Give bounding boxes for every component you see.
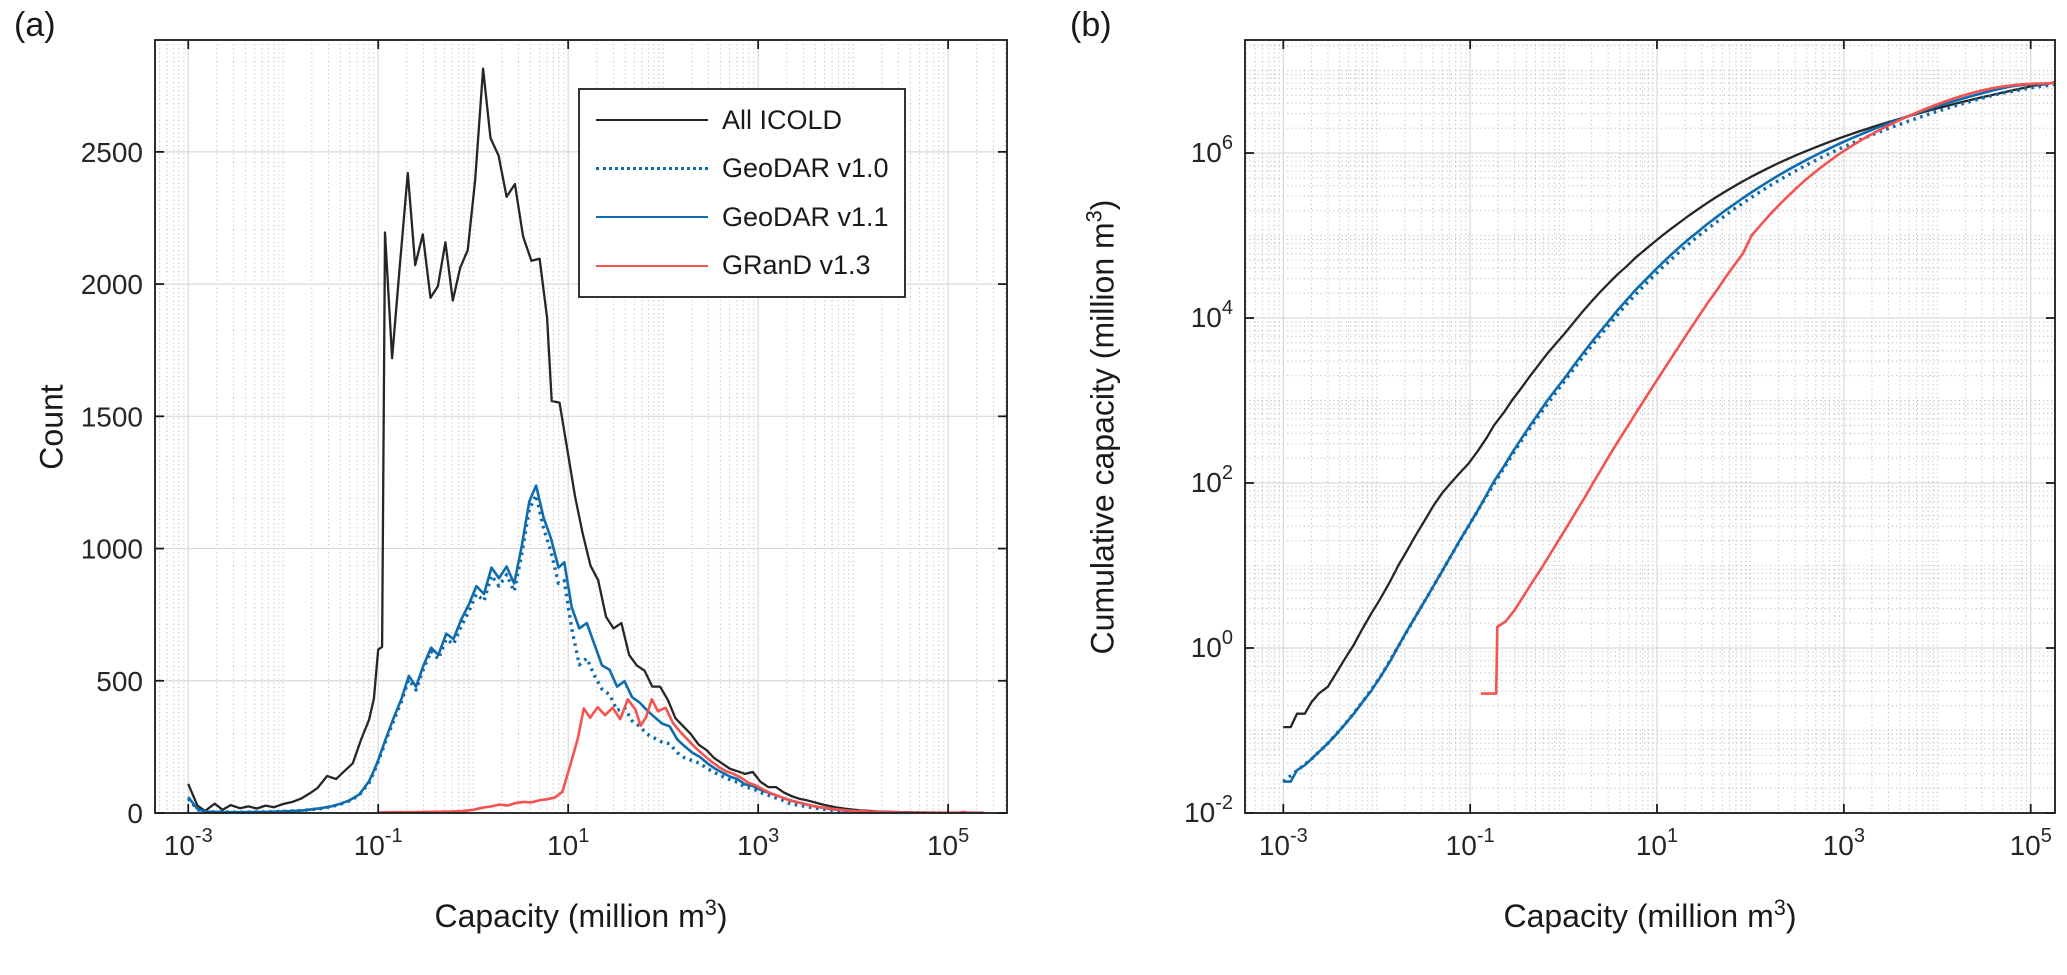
svg-text:104: 104 — [1191, 297, 1233, 333]
svg-text:10-1: 10-1 — [354, 825, 403, 861]
svg-text:105: 105 — [2010, 825, 2052, 861]
panel-a-xaxis-title: Capacity (million m3) — [434, 895, 728, 935]
svg-text:101: 101 — [547, 825, 589, 861]
plot-frame-b — [1244, 39, 2056, 814]
panel-a-yaxis-title: Count — [33, 384, 70, 470]
legend-label-all-icold: All ICOLD — [722, 104, 843, 135]
svg-text:0: 0 — [127, 798, 143, 829]
legend: All ICOLD GeoDAR v1.0 GeoDAR v1.1 GRanD … — [578, 88, 906, 298]
svg-text:2500: 2500 — [81, 137, 143, 168]
panel-b-yaxis-title: Cumulative capacity (million m3) — [1081, 199, 1122, 655]
tick-labels: 10-3 10-1 101 103 105 10-2 100 102 104 106 — [1184, 132, 2052, 861]
panel-b: 10-3 10-1 101 103 105 10-2 100 102 104 106 — [1184, 39, 2056, 861]
svg-text:1000: 1000 — [81, 534, 143, 565]
legend-line-sample-geodar-v1-1 — [596, 216, 708, 219]
legend-label-geodar-v1-0: GeoDAR v1.0 — [722, 153, 889, 184]
xaxis-title-sup: 3 — [1773, 895, 1786, 921]
svg-text:500: 500 — [96, 666, 143, 697]
axis-ticks — [1245, 40, 2055, 814]
legend-line-sample-all-icold — [596, 119, 708, 122]
svg-text:102: 102 — [1191, 462, 1233, 498]
grid-minor — [159, 40, 1006, 813]
xaxis-title-sup: 3 — [704, 895, 717, 921]
panel-a: 10-3 10-1 101 103 105 0 500 1000 1500 2000 2500 — [81, 39, 1008, 861]
panel-b-xaxis-title: Capacity (million m3) — [1503, 895, 1797, 935]
series-line-geodar-v1-1 — [1283, 81, 2055, 783]
svg-text:103: 103 — [1823, 825, 1865, 861]
xaxis-title-close: ) — [716, 898, 728, 934]
panel-a-label: (a) — [14, 6, 56, 44]
panel-b-label: (b) — [1070, 6, 1112, 44]
legend-line-sample-geodar-v1-0 — [596, 167, 708, 171]
tick-labels: 10-3 10-1 101 103 105 0 500 1000 1500 2000 2500 — [81, 137, 970, 861]
plot-frame-a — [154, 39, 1008, 814]
xaxis-title-text: Capacity (million m — [434, 898, 705, 934]
svg-text:10-1: 10-1 — [1446, 825, 1495, 861]
xaxis-title-close: ) — [1785, 898, 1797, 934]
axis-ticks — [155, 40, 1007, 814]
series-line-all-icold — [187, 67, 985, 813]
legend-item-grand-v1-3: GRanD v1.3 — [580, 250, 904, 281]
svg-text:100: 100 — [1191, 627, 1233, 663]
yaxis-title-text: Cumulative capacity (million m — [1084, 222, 1121, 655]
series-line-geodar-v1-0 — [186, 493, 941, 813]
series-line-all-icold — [1283, 80, 2055, 729]
svg-text:106: 106 — [1191, 132, 1233, 168]
legend-item-geodar-v1-0: GeoDAR v1.0 — [580, 153, 904, 184]
grid-major — [155, 40, 1007, 813]
legend-line-sample-grand-v1-3 — [596, 264, 708, 267]
yaxis-title-sup: 3 — [1081, 210, 1107, 223]
svg-text:101: 101 — [1636, 825, 1678, 861]
grid-minor — [1245, 40, 2055, 813]
svg-text:103: 103 — [737, 825, 779, 861]
series-line-grand-v1-3 — [1480, 81, 2055, 695]
svg-text:105: 105 — [927, 825, 969, 861]
yaxis-title-close: ) — [1084, 199, 1121, 211]
svg-text:10-3: 10-3 — [1259, 825, 1308, 861]
series-line-geodar-v1-0 — [1282, 82, 2055, 783]
legend-label-geodar-v1-1: GeoDAR v1.1 — [722, 201, 889, 232]
legend-item-all-icold: All ICOLD — [580, 105, 904, 136]
legend-item-geodar-v1-1: GeoDAR v1.1 — [580, 202, 904, 233]
xaxis-title-text: Capacity (million m — [1503, 898, 1774, 934]
grid-major — [1245, 40, 2055, 813]
svg-text:10-2: 10-2 — [1184, 792, 1233, 828]
svg-text:1500: 1500 — [81, 401, 143, 432]
legend-label-grand-v1-3: GRanD v1.3 — [722, 250, 871, 281]
svg-text:10-3: 10-3 — [164, 825, 213, 861]
svg-text:2000: 2000 — [81, 269, 143, 300]
